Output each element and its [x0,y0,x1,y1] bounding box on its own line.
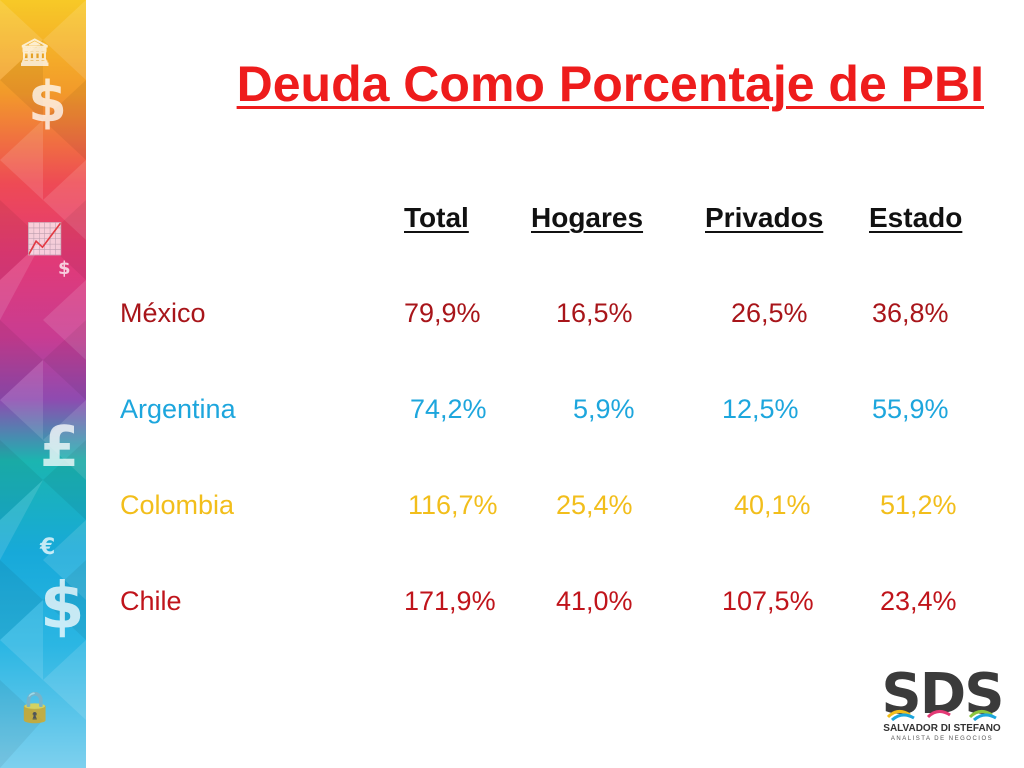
cell-estado: 51,2% [880,490,957,520]
cell-estado: 23,4% [880,586,957,616]
dollar-large-icon: $ [40,570,85,644]
decorative-side-band: 🏛 $ 📈 $ £ € $ 🔒 [0,0,86,768]
cell-estado: 55,9% [872,394,949,424]
coins-icon: $ [58,258,71,279]
sds-logo: SDS SALVADOR DI STEFANO ANALISTA DE NEGO… [880,665,1004,747]
euro-icon: € [40,535,56,560]
triangle-pattern [0,0,86,768]
slide-title-text: Deuda Como Porcentaje de PBI [236,56,984,112]
cell-hogares: 25,4% [556,490,633,520]
cell-hogares: 5,9% [573,394,635,424]
pound-icon: £ [40,415,79,480]
cell-hogares: 41,0% [556,586,633,616]
header-estado: Estado [869,202,963,233]
cell-privados: 26,5% [731,298,808,328]
cell-privados: 40,1% [734,490,811,520]
logo-subtitle: SALVADOR DI STEFANO [883,723,1001,734]
logo-tagline: ANALISTA DE NEGOCIOS [890,736,994,742]
header-total: Total [404,202,469,233]
row-country: Chile [120,586,182,616]
chart-growth-icon: 📈 [26,222,64,257]
header-privados: Privados [705,202,824,233]
dollar-icon: $ [28,70,67,135]
slide-title: Deuda Como Porcentaje de PBI [0,55,984,113]
logo-swoosh-icon [886,710,997,722]
cell-total: 74,2% [410,394,487,424]
row-country: Argentina [120,394,236,424]
row-country: Colombia [120,490,235,520]
cell-total: 116,7% [408,490,498,520]
cell-total: 79,9% [404,298,481,328]
bank-icon: 🏛 [18,38,52,68]
cell-total: 171,9% [404,586,496,616]
cell-hogares: 16,5% [556,298,633,328]
cell-estado: 36,8% [872,298,949,328]
cell-privados: 107,5% [722,586,814,616]
row-country: México [120,298,206,328]
header-hogares: Hogares [531,202,644,233]
cell-privados: 12,5% [722,394,799,424]
lock-dollar-icon: 🔒 [16,690,54,725]
